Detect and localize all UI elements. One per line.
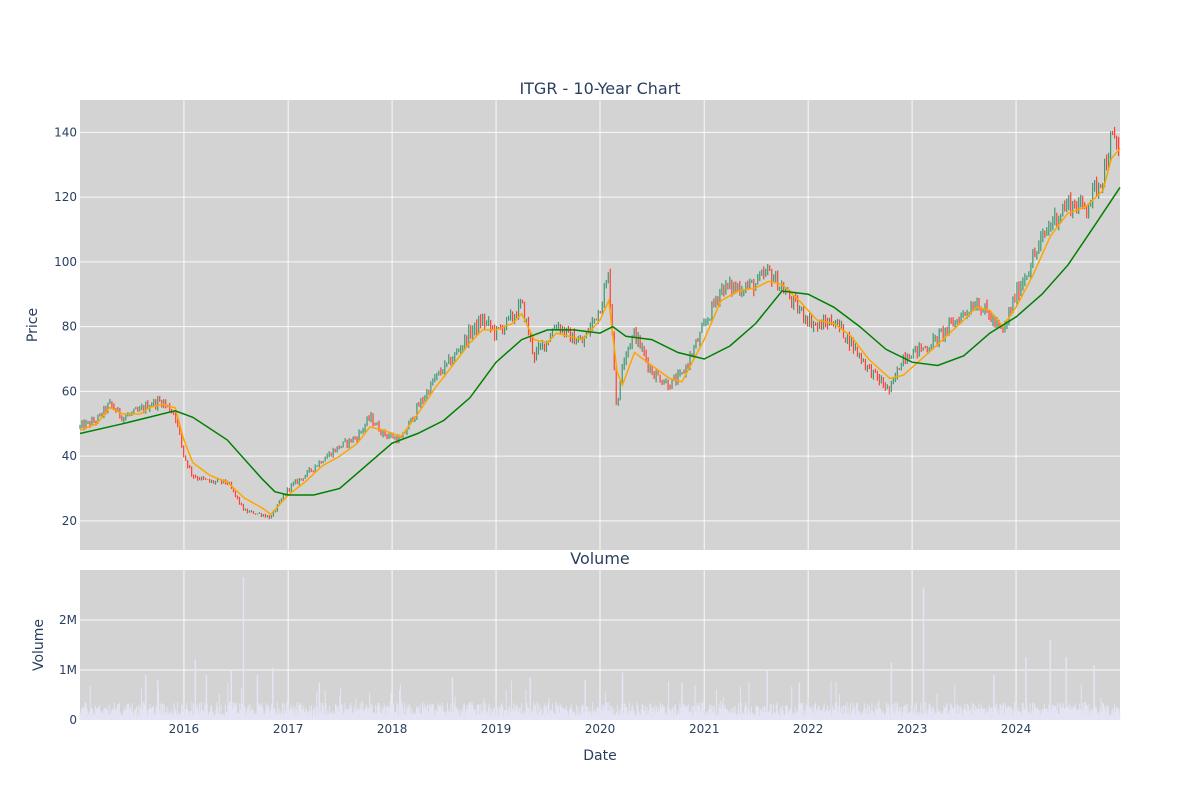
- date-tick-label: 2020: [585, 722, 616, 736]
- date-axis-label: Date: [583, 748, 616, 764]
- price-tick-label: 20: [62, 514, 77, 528]
- date-tick-label: 2019: [481, 722, 512, 736]
- price-plot-area: 20 40 60 80 100 120 140: [54, 100, 1121, 550]
- long-moving-average-line: [79, 186, 1121, 496]
- volume-chart-title: Volume: [570, 549, 630, 568]
- volume-bar-series: [79, 577, 1121, 720]
- date-tick-label: 2023: [897, 722, 928, 736]
- volume-tick-label: 0: [69, 713, 77, 727]
- volume-plot-area: 2016 2017 2018 2019 2020 2021 2022 2023 2024 0 1M 2…: [59, 570, 1121, 736]
- date-tick-label: 2018: [377, 722, 408, 736]
- price-axis-label: Price: [25, 308, 41, 342]
- price-chart-title: ITGR - 10-Year Chart: [519, 79, 680, 98]
- date-tick-label: 2016: [169, 722, 200, 736]
- date-tick-label: 2017: [273, 722, 304, 736]
- price-tick-label: 80: [62, 320, 77, 334]
- date-tick-label: 2021: [689, 722, 720, 736]
- short-moving-average-line: [79, 148, 1121, 516]
- volume-tick-label: 1M: [59, 663, 77, 677]
- price-tick-label: 40: [62, 449, 77, 463]
- price-tick-label: 60: [62, 384, 77, 398]
- date-tick-label: 2024: [1001, 722, 1032, 736]
- volume-axis-label: Volume: [31, 619, 47, 671]
- volume-tick-label: 2M: [59, 613, 77, 627]
- price-tick-label: 100: [54, 255, 77, 269]
- date-tick-label: 2022: [793, 722, 824, 736]
- price-tick-label: 120: [54, 190, 77, 204]
- price-tick-label: 140: [54, 125, 77, 139]
